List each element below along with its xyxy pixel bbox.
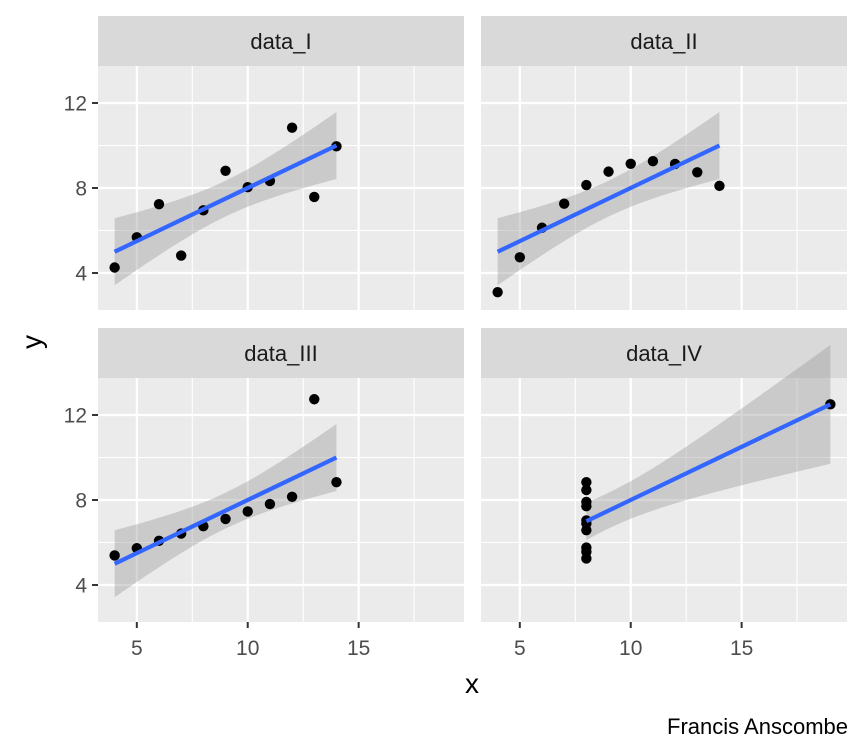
data-point (581, 546, 592, 558)
y-tick-label: 12 (64, 92, 87, 115)
x-tick-label: 15 (347, 637, 370, 660)
data-point (603, 166, 614, 177)
data-point (581, 496, 592, 508)
data-point (286, 491, 298, 503)
y-tick-label: 4 (75, 263, 87, 286)
data-point (492, 286, 503, 298)
data-point (175, 250, 187, 261)
facet-panel-4: data_IV 5 10 15 (481, 328, 847, 660)
data-point (514, 252, 526, 263)
data-point (153, 198, 165, 210)
facet-strip (481, 328, 847, 378)
data-point (714, 180, 725, 192)
data-point (109, 262, 120, 273)
data-point (581, 476, 592, 488)
data-point (692, 167, 703, 178)
facet-strip-label: data_III (244, 341, 317, 366)
data-point (647, 156, 659, 167)
facet-strip (98, 328, 464, 378)
facet-panel-1: data_I 4 8 12 (64, 16, 464, 310)
data-point (558, 198, 570, 209)
regression-line (113, 455, 338, 566)
facet-panel-2: data_II (481, 16, 847, 310)
y-tick-label: 4 (75, 575, 87, 598)
facet-strip-label: data_I (250, 29, 311, 54)
regression-line (496, 143, 721, 254)
data-point (220, 165, 231, 176)
facet-strip (481, 16, 847, 66)
y-tick-label: 8 (75, 178, 87, 201)
x-axis-title: x (465, 668, 479, 699)
facet-panel-3: data_III 4 8 12 5 10 15 (64, 328, 464, 660)
data-point (242, 506, 253, 517)
x-tick-label: 5 (131, 637, 143, 660)
regression-line (113, 143, 338, 254)
regression-line (585, 402, 832, 524)
data-point (309, 394, 320, 405)
x-tick-label: 5 (514, 637, 526, 660)
data-point (331, 476, 342, 488)
plot-caption: Francis Anscombe (667, 714, 848, 739)
data-point (264, 498, 276, 510)
data-point (220, 513, 231, 525)
y-tick-label: 8 (75, 490, 87, 513)
facet-strip-label: data_II (630, 29, 697, 54)
data-point (581, 179, 592, 191)
x-tick-label: 10 (236, 637, 259, 660)
y-axis-title: y (16, 335, 47, 349)
data-point (109, 550, 120, 561)
x-tick-label: 15 (730, 637, 753, 660)
data-point (581, 484, 592, 496)
y-tick-label: 12 (64, 404, 87, 427)
data-point (625, 158, 636, 169)
data-point (309, 191, 320, 203)
data-point (286, 122, 298, 133)
x-tick-label: 10 (619, 637, 642, 660)
facet-strip (98, 16, 464, 66)
facet-strip-label: data_IV (626, 341, 702, 366)
